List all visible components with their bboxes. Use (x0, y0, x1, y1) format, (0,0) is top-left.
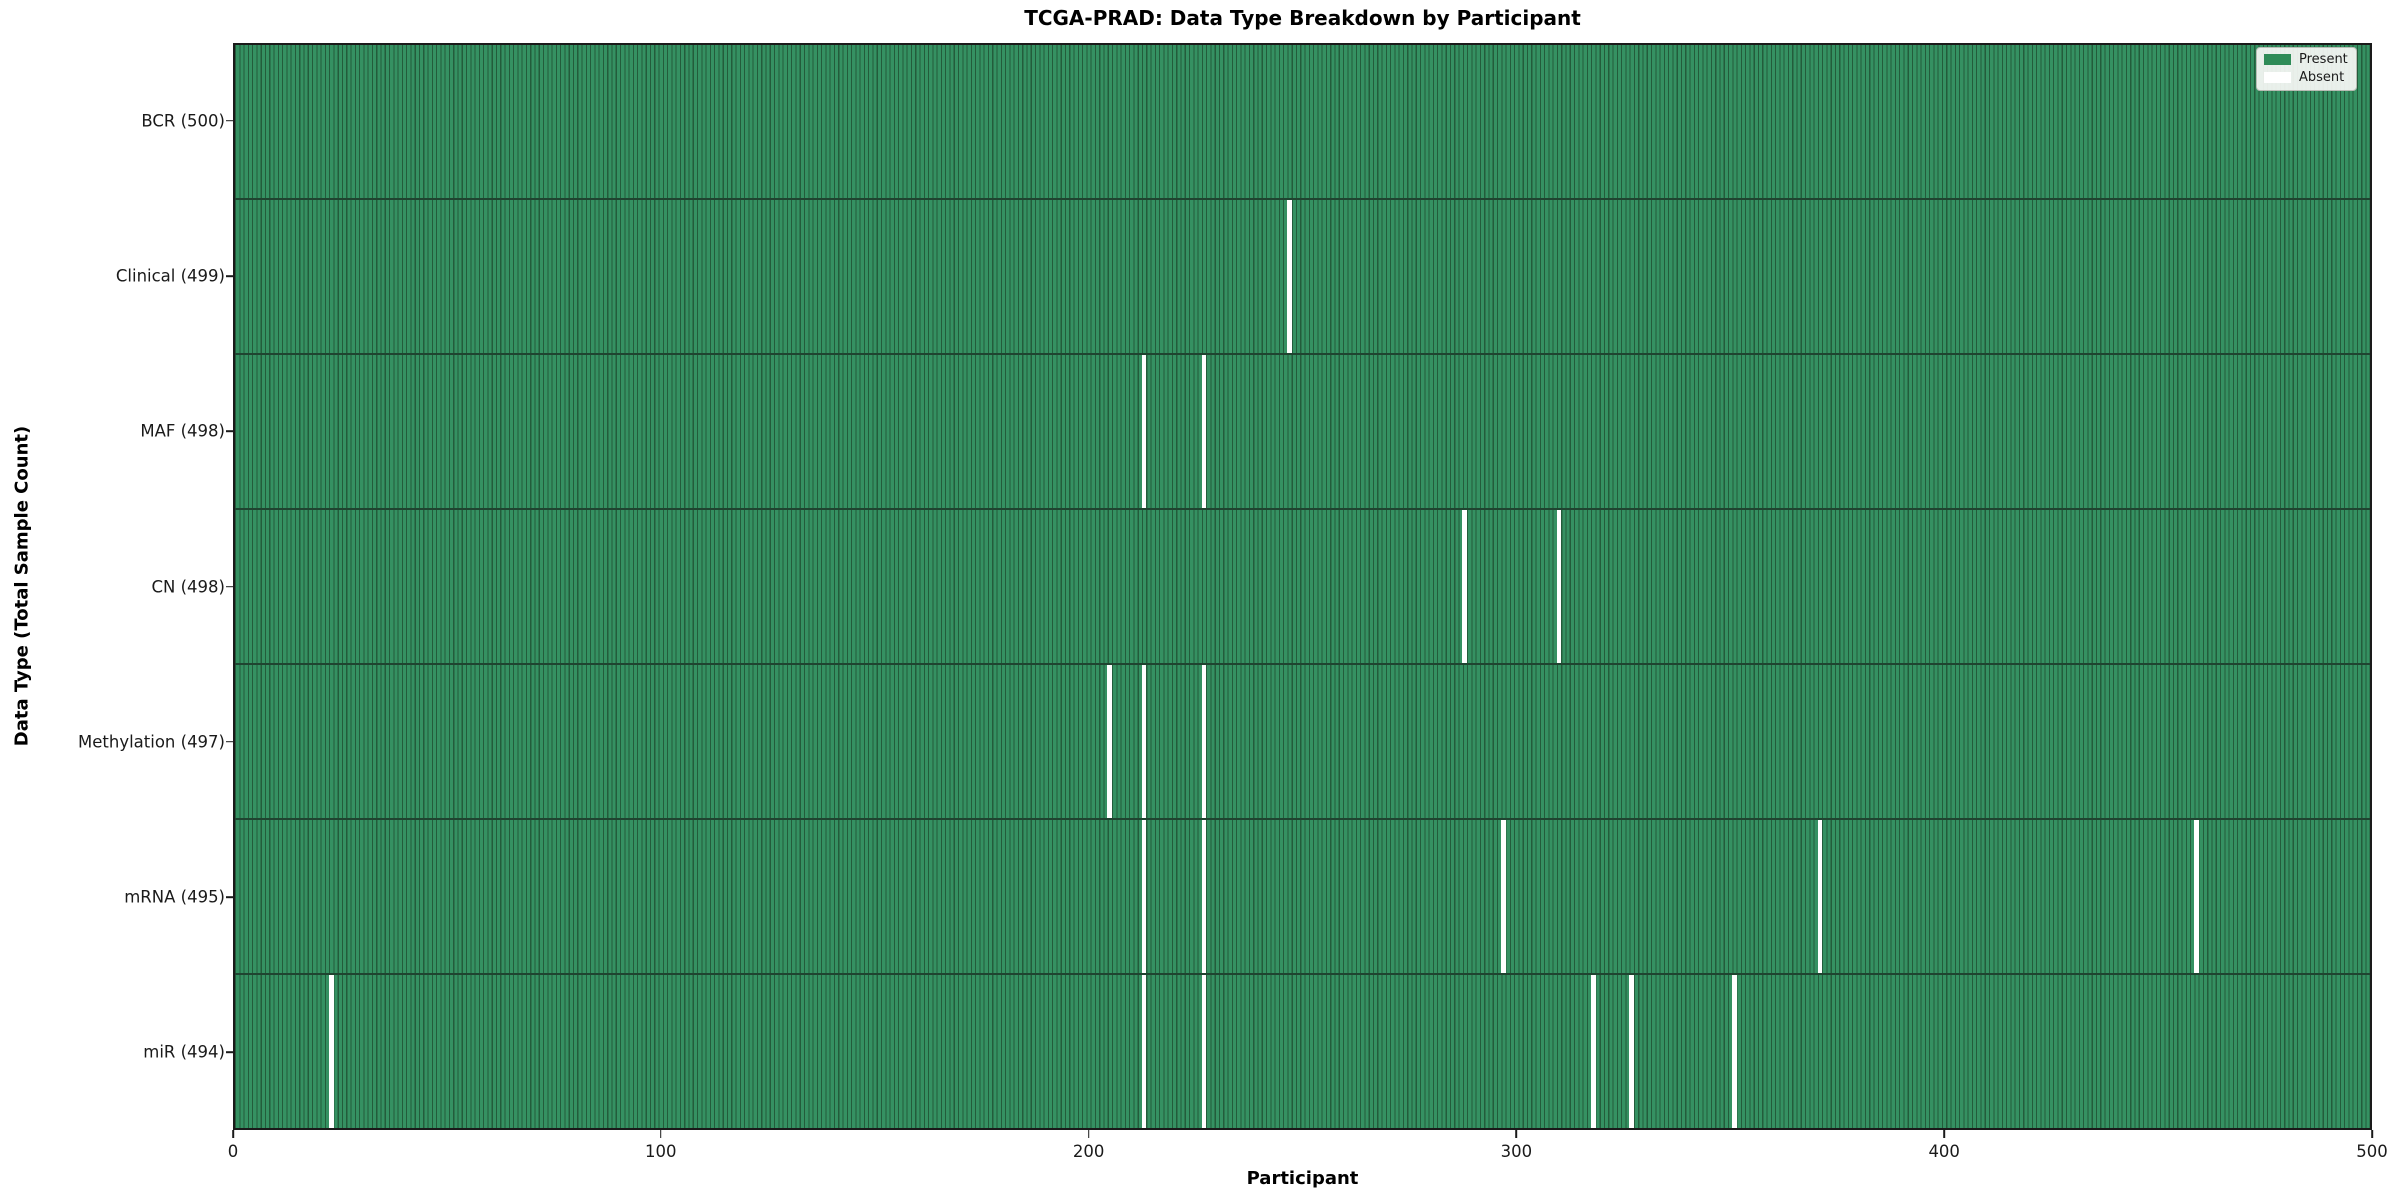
x-tick-label-200: 200 (1072, 1142, 1105, 1161)
x-tick-mark (660, 1130, 662, 1138)
x-tick-mark (232, 1130, 234, 1138)
absent-gap-MAF-226 (1201, 355, 1207, 508)
chart-title: TCGA-PRAD: Data Type Breakdown by Partic… (1024, 6, 1581, 30)
absent-gap-mRNA-212 (1141, 820, 1147, 973)
y-tick-mark (226, 585, 233, 588)
y-tick-mark (226, 1051, 233, 1054)
absent-gap-MAF-212 (1141, 355, 1147, 508)
data-row-CN (235, 508, 2370, 663)
legend: Present Absent (2256, 47, 2357, 91)
legend-label: Present (2299, 52, 2348, 67)
absent-gap-Methylation-204 (1107, 665, 1113, 818)
y-tick-mark (226, 740, 233, 743)
absent-gap-mRNA-458 (2194, 820, 2199, 973)
x-tick-label-0: 0 (227, 1142, 239, 1161)
absent-gap-Methylation-212 (1141, 665, 1147, 818)
y-tick-label-Clinical: Clinical (499) (115, 266, 225, 286)
legend-entry-absent: Absent (2264, 71, 2348, 84)
y-tick-label-Methylation: Methylation (497) (78, 732, 225, 752)
x-tick-mark (1943, 1130, 1945, 1138)
legend-label: Absent (2299, 70, 2345, 85)
x-tick-label-300: 300 (1500, 1142, 1533, 1161)
y-tick-mark (226, 430, 233, 432)
y-tick-label-mRNA: mRNA (495) (124, 887, 225, 907)
x-tick-label-400: 400 (1928, 1142, 1960, 1161)
y-tick-mark (226, 896, 233, 898)
absent-gap-miR-326 (1629, 975, 1635, 1128)
legend-swatch-present (2264, 54, 2291, 65)
absent-gap-mRNA-370 (1817, 820, 1823, 973)
absent-gap-mRNA-296 (1500, 820, 1506, 973)
absent-gap-Clinical-246 (1287, 200, 1292, 353)
data-row-BCR (235, 45, 2370, 198)
y-tick-mark (226, 119, 233, 122)
y-tick-mark (226, 275, 233, 277)
x-tick-mark (1515, 1130, 1518, 1138)
data-row-Methylation (235, 663, 2370, 818)
data-row-MAF (235, 353, 2370, 508)
x-tick-mark (1087, 1130, 1090, 1138)
y-axis-label: Data Type (Total Sample Count) (11, 425, 33, 747)
x-tick-label-100: 100 (645, 1142, 677, 1161)
x-tick-mark (2371, 1130, 2373, 1138)
y-tick-label-MAF: MAF (498) (140, 421, 225, 441)
absent-gap-miR-22 (328, 975, 334, 1128)
legend-swatch-absent (2264, 72, 2291, 83)
absent-gap-miR-212 (1141, 975, 1147, 1128)
data-row-Clinical (235, 198, 2370, 353)
plot-area (233, 43, 2372, 1130)
y-tick-label-CN: CN (498) (151, 577, 225, 596)
legend-entry-present: Present (2264, 53, 2348, 66)
absent-gap-miR-226 (1201, 975, 1207, 1128)
absent-gap-CN-287 (1462, 510, 1468, 663)
absent-gap-Methylation-226 (1201, 665, 1207, 818)
absent-gap-miR-350 (1732, 975, 1737, 1128)
x-tick-label-500: 500 (2356, 1142, 2388, 1161)
absent-gap-mRNA-226 (1201, 820, 1207, 973)
x-axis-label: Participant (1246, 1168, 1359, 1189)
y-tick-label-miR: miR (494) (143, 1042, 225, 1062)
data-row-miR (235, 973, 2370, 1128)
y-tick-label-BCR: BCR (500) (141, 111, 225, 131)
absent-gap-miR-317 (1590, 975, 1596, 1128)
data-row-mRNA (235, 818, 2370, 973)
absent-gap-CN-309 (1556, 510, 1562, 663)
